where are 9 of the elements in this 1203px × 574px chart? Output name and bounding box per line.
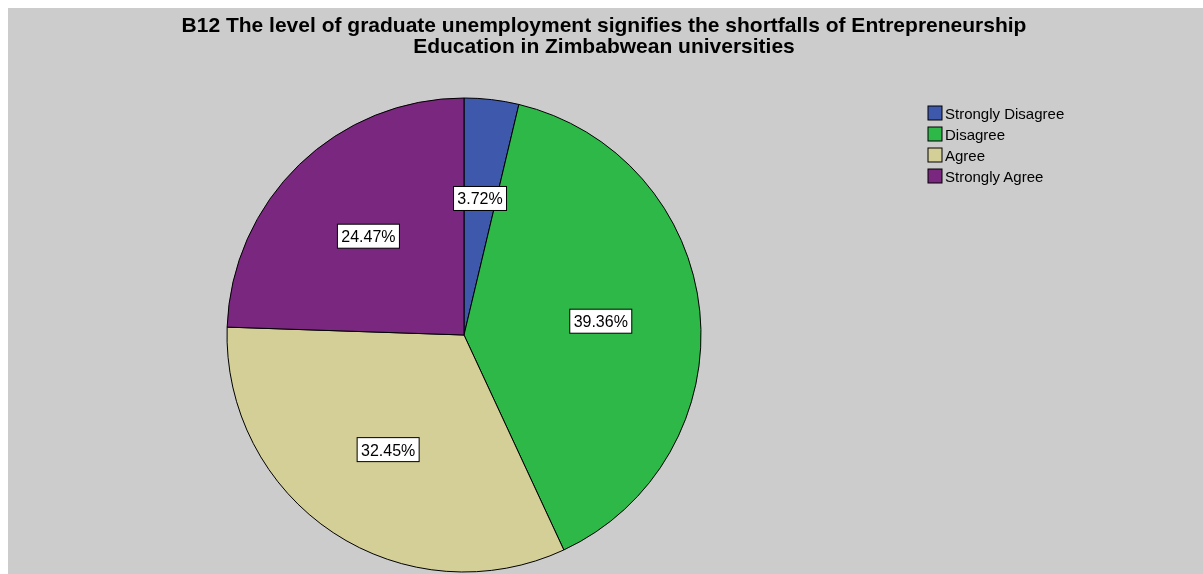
legend-label: Disagree — [945, 126, 1006, 143]
data-label: 32.45% — [361, 441, 416, 459]
legend-label: Agree — [945, 147, 986, 164]
legend-label: Strongly Disagree — [945, 105, 1065, 122]
data-label: 3.72% — [457, 190, 503, 208]
data-label: 24.47% — [341, 228, 396, 246]
data-label: 39.36% — [573, 313, 628, 331]
chart-title: B12 The level of graduate unemployment signifies the shortfalls of Entrepreneurship Education in Zimbabwean universities — [181, 13, 1027, 57]
legend-label: Strongly Agree — [945, 168, 1044, 185]
